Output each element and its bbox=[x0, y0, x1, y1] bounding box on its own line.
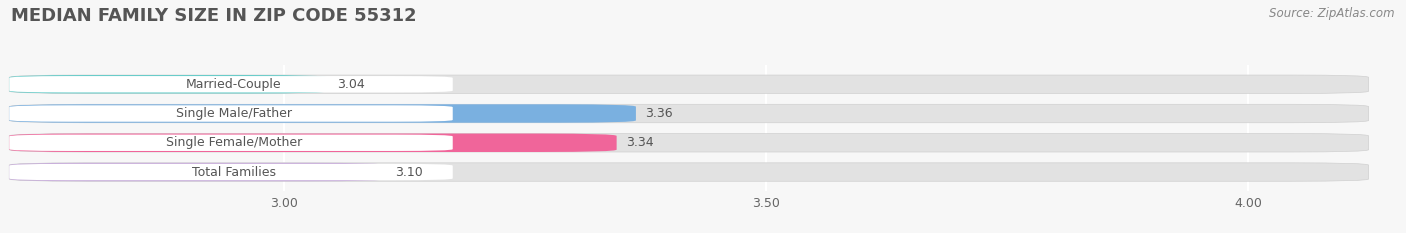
Text: Single Male/Father: Single Male/Father bbox=[176, 107, 292, 120]
Text: 3.36: 3.36 bbox=[645, 107, 673, 120]
Text: 3.04: 3.04 bbox=[337, 78, 364, 91]
Text: Married-Couple: Married-Couple bbox=[186, 78, 281, 91]
Text: Total Families: Total Families bbox=[191, 165, 276, 178]
FancyBboxPatch shape bbox=[10, 75, 1368, 93]
Text: 3.10: 3.10 bbox=[395, 165, 423, 178]
FancyBboxPatch shape bbox=[10, 104, 636, 123]
FancyBboxPatch shape bbox=[10, 104, 1368, 123]
FancyBboxPatch shape bbox=[10, 135, 453, 151]
FancyBboxPatch shape bbox=[10, 134, 1368, 152]
Text: MEDIAN FAMILY SIZE IN ZIP CODE 55312: MEDIAN FAMILY SIZE IN ZIP CODE 55312 bbox=[11, 7, 416, 25]
FancyBboxPatch shape bbox=[10, 75, 328, 93]
Text: Source: ZipAtlas.com: Source: ZipAtlas.com bbox=[1270, 7, 1395, 20]
Text: Single Female/Mother: Single Female/Mother bbox=[166, 136, 302, 149]
FancyBboxPatch shape bbox=[10, 76, 453, 93]
FancyBboxPatch shape bbox=[10, 164, 453, 180]
FancyBboxPatch shape bbox=[10, 163, 1368, 181]
FancyBboxPatch shape bbox=[10, 105, 453, 122]
FancyBboxPatch shape bbox=[10, 134, 617, 152]
Text: 3.34: 3.34 bbox=[626, 136, 654, 149]
FancyBboxPatch shape bbox=[10, 163, 385, 181]
